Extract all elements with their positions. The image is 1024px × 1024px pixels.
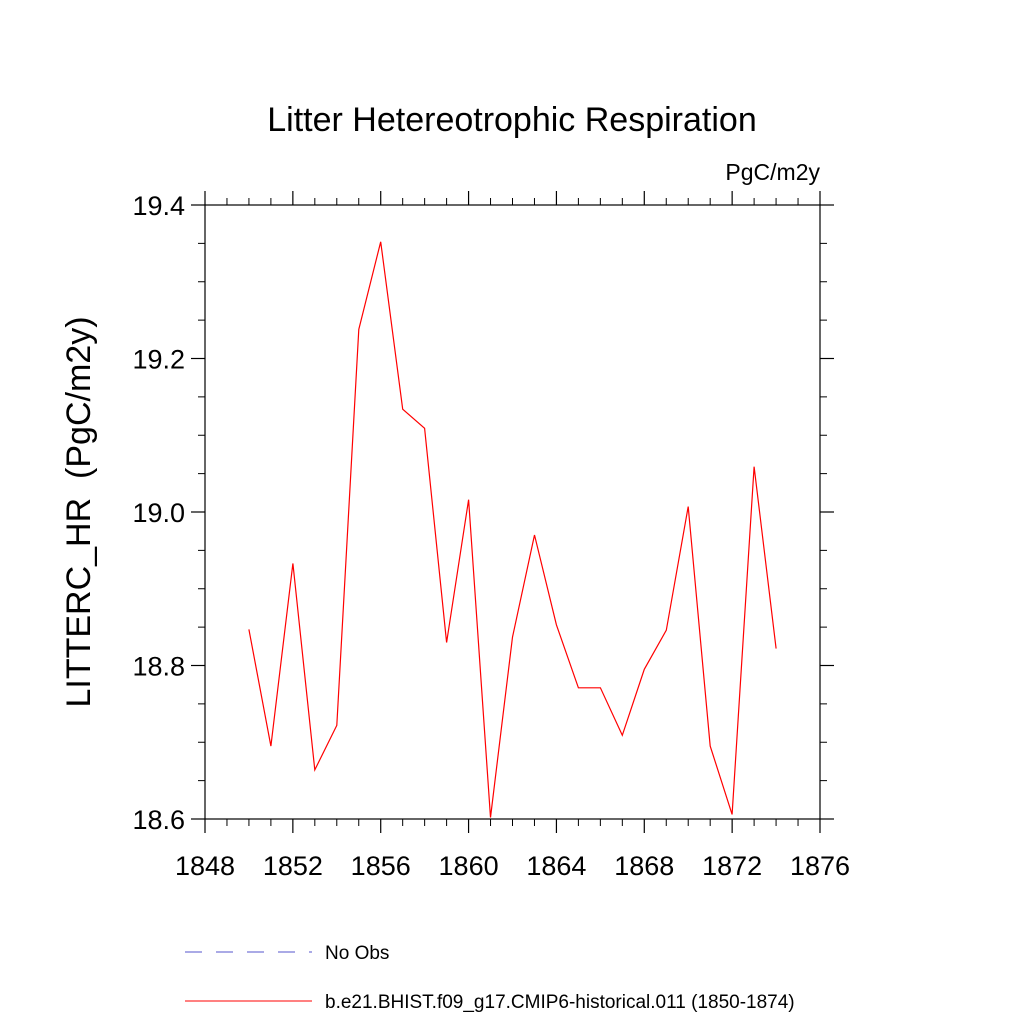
legend: No Obs b.e21.BHIST.f09_g17.CMIP6-historic… [185, 943, 795, 1013]
x-tick-label: 1848 [175, 851, 235, 881]
units-label: PgC/m2y [725, 159, 820, 185]
y-tick-label: 19.0 [132, 498, 185, 528]
series-line [248, 241, 777, 818]
data-series [248, 241, 777, 818]
legend-label: b.e21.BHIST.f09_g17.CMIP6-historical.011… [325, 992, 795, 1013]
x-tick-label: 1860 [439, 851, 499, 881]
x-tick-label: 1876 [790, 851, 850, 881]
x-tick-label: 1856 [351, 851, 411, 881]
x-tick-label: 1852 [263, 851, 323, 881]
y-tick-label: 19.4 [132, 191, 185, 221]
legend-label: No Obs [325, 943, 389, 964]
y-tick-label: 19.2 [132, 345, 185, 375]
y-axis-label: LITTERC_HR (PgC/m2y) [60, 316, 98, 707]
tick-labels: 1848 1852 1856 1860 1864 1868 1872 1876 18.6 18.8… [132, 191, 850, 881]
x-tick-label: 1868 [614, 851, 674, 881]
y-tick-label: 18.6 [132, 805, 185, 835]
y-tick-label: 18.8 [132, 652, 185, 682]
chart-title: Litter Hetereotrophic Respiration [267, 101, 756, 139]
x-tick-label: 1864 [526, 851, 586, 881]
x-tick-label: 1872 [702, 851, 762, 881]
plot-frame [204, 204, 821, 820]
axis-ticks [191, 191, 834, 833]
